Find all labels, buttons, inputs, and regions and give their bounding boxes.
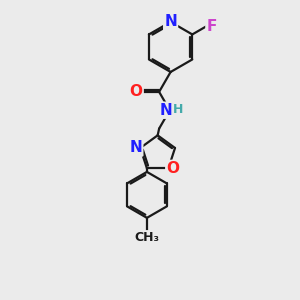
Text: F: F (206, 19, 217, 34)
Text: CH₃: CH₃ (134, 231, 159, 244)
Text: H: H (173, 103, 183, 116)
Text: O: O (166, 161, 179, 176)
Text: N: N (130, 140, 142, 155)
Text: O: O (130, 84, 143, 99)
Text: N: N (164, 14, 177, 29)
Text: N: N (160, 103, 172, 118)
